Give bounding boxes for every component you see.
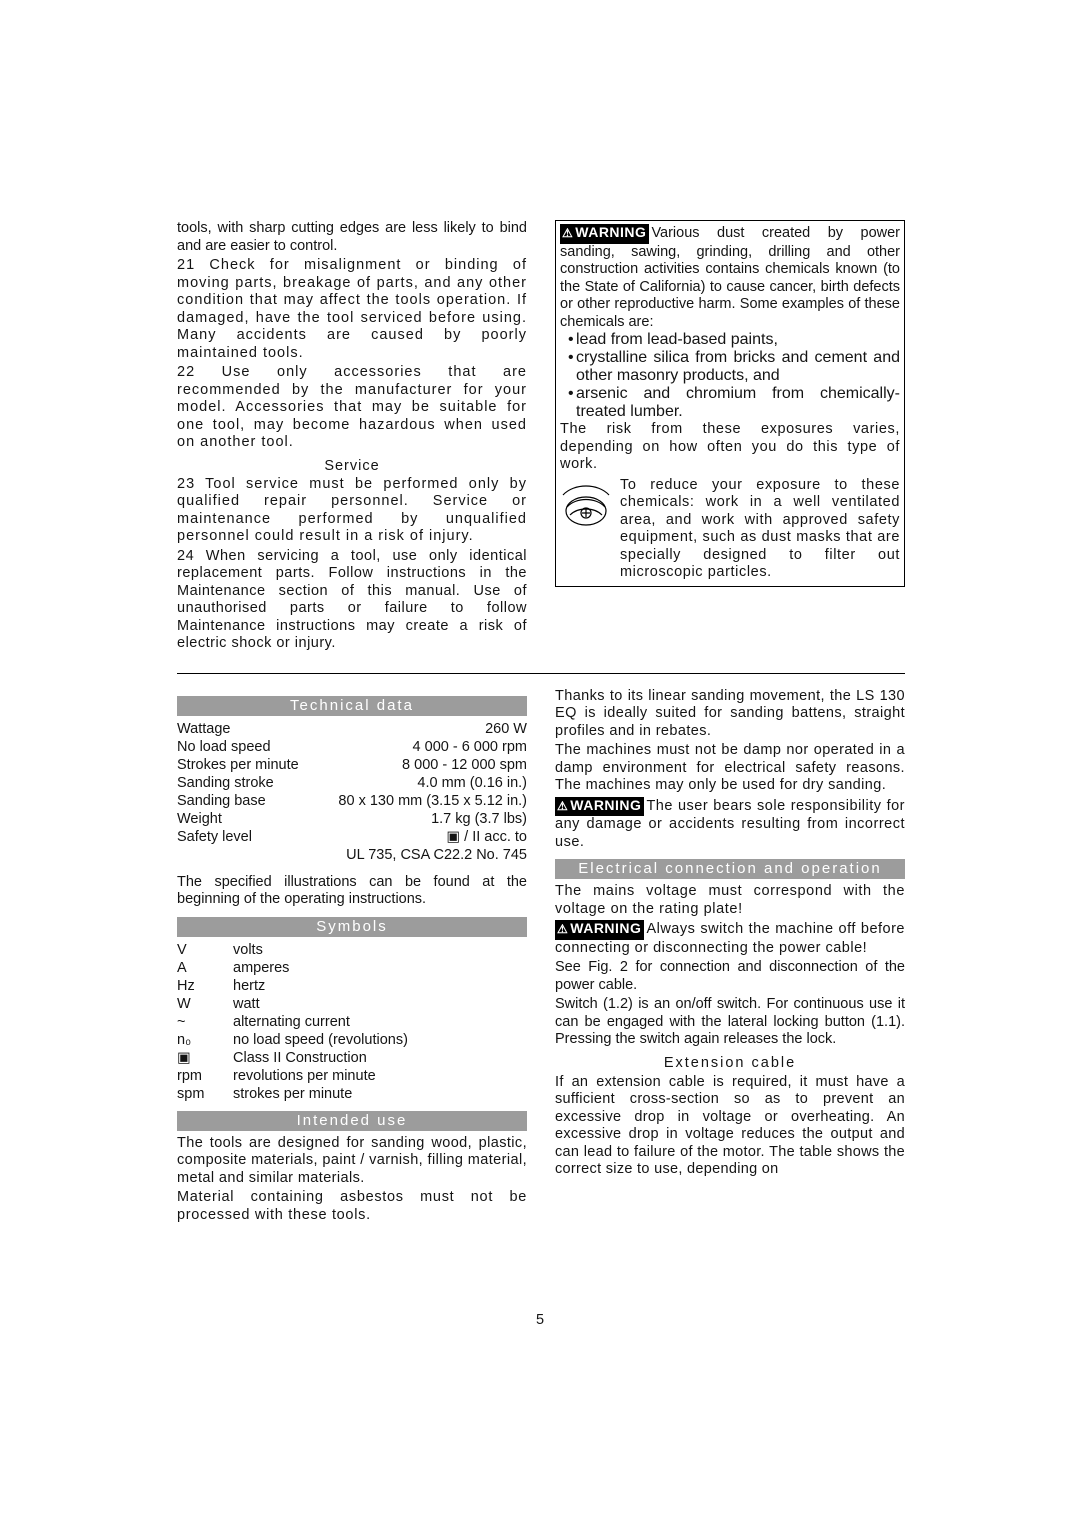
- table-row: Wwatt: [177, 995, 527, 1013]
- right-p1: Thanks to its linear sanding movement, t…: [555, 688, 905, 741]
- table-row: Vvolts: [177, 941, 527, 959]
- lower-columns: Technical data Wattage260 W No load spee…: [177, 688, 906, 1227]
- table-row: Wattage260 W: [177, 720, 527, 738]
- table-row: No load speed4 000 - 6 000 rpm: [177, 738, 527, 756]
- dust-mask-icon: [560, 477, 612, 582]
- table-row: ▣Class II Construction: [177, 1049, 527, 1067]
- intended-use-p1: The tools are designed for sanding wood,…: [177, 1135, 527, 1188]
- warning-inline-2: WARNINGThe user bears sole responsibilit…: [555, 797, 905, 852]
- bullet-2: crystalline silica from bricks and cemen…: [576, 349, 900, 385]
- warning-label: WARNING: [555, 920, 644, 940]
- table-row: spmstrokes per minute: [177, 1085, 527, 1103]
- electrical-p1: The mains voltage must correspond with t…: [555, 883, 905, 918]
- table-row: Aamperes: [177, 959, 527, 977]
- warning-label: WARNING: [555, 797, 644, 817]
- extension-cable-p1: If an extension cable is required, it mu…: [555, 1074, 905, 1179]
- electrical-p2: See Fig. 2 for connection and disconnect…: [555, 959, 905, 994]
- table-row: ~alternating current: [177, 1013, 527, 1031]
- technical-data-note: UL 735, CSA C22.2 No. 745: [177, 846, 527, 864]
- para-22: 22 Use only accessories that are recomme…: [177, 364, 527, 452]
- manual-page: tools, with sharp cutting edges are less…: [0, 0, 1080, 1528]
- mask-advice-row: To reduce your exposure to these chemica…: [560, 477, 900, 582]
- table-row: n₀no load speed (revolutions): [177, 1031, 527, 1049]
- table-row: Sanding stroke4.0 mm (0.16 in.): [177, 774, 527, 792]
- extension-cable-heading: Extension cable: [555, 1055, 905, 1071]
- warning-box-dust: WARNINGVarious dust created by power san…: [555, 220, 905, 587]
- table-row: Sanding base80 x 130 mm (3.15 x 5.12 in.…: [177, 792, 527, 810]
- para-24: 24 When servicing a tool, use only ident…: [177, 548, 527, 653]
- upper-right-column: WARNINGVarious dust created by power san…: [555, 220, 905, 655]
- page-number: 5: [0, 1312, 1080, 1328]
- upper-left-column: tools, with sharp cutting edges are less…: [177, 220, 527, 655]
- technical-data-after: The specified illustrations can be found…: [177, 874, 527, 909]
- table-row: Safety level▣ / II acc. to: [177, 828, 527, 846]
- technical-data-table: Wattage260 W No load speed4 000 - 6 000 …: [177, 720, 527, 864]
- mask-advice-text: To reduce your exposure to these chemica…: [620, 477, 900, 582]
- symbols-heading: Symbols: [177, 917, 527, 937]
- para-tools: tools, with sharp cutting edges are less…: [177, 220, 527, 255]
- warning-label: WARNING: [560, 224, 649, 244]
- intended-use-p2: Material containing asbestos must not be…: [177, 1189, 527, 1224]
- technical-data-heading: Technical data: [177, 696, 527, 716]
- section-divider: [177, 673, 905, 674]
- table-row: Strokes per minute8 000 - 12 000 spm: [177, 756, 527, 774]
- symbols-table: Vvolts Aamperes Hzhertz Wwatt ~alternati…: [177, 941, 527, 1103]
- lower-right-column: Thanks to its linear sanding movement, t…: [555, 688, 905, 1227]
- lower-left-column: Technical data Wattage260 W No load spee…: [177, 688, 527, 1227]
- warning-inline-3: WARNINGAlways switch the machine off bef…: [555, 920, 905, 957]
- bullet-1: lead from lead-based paints,: [576, 331, 900, 349]
- table-row: Weight1.7 kg (3.7 lbs): [177, 810, 527, 828]
- electrical-heading: Electrical connection and operation: [555, 859, 905, 879]
- table-row: rpmrevolutions per minute: [177, 1067, 527, 1085]
- warning-text-2: The risk from these exposures varies, de…: [560, 421, 900, 474]
- warning-body: WARNINGVarious dust created by power san…: [560, 224, 900, 331]
- upper-columns: tools, with sharp cutting edges are less…: [177, 220, 906, 655]
- electrical-p3: Switch (1.2) is an on/off switch. For co…: [555, 996, 905, 1049]
- bullet-3: arsenic and chromium from chemically-tre…: [576, 385, 900, 421]
- intended-use-heading: Intended use: [177, 1111, 527, 1131]
- table-row: Hzhertz: [177, 977, 527, 995]
- right-p2: The machines must not be damp nor operat…: [555, 742, 905, 795]
- para-23: 23 Tool service must be performed only b…: [177, 476, 527, 546]
- warning-bullets: •lead from lead-based paints, •crystalli…: [560, 331, 900, 421]
- service-heading: Service: [177, 458, 527, 474]
- para-21: 21 Check for misalignment or binding of …: [177, 257, 527, 362]
